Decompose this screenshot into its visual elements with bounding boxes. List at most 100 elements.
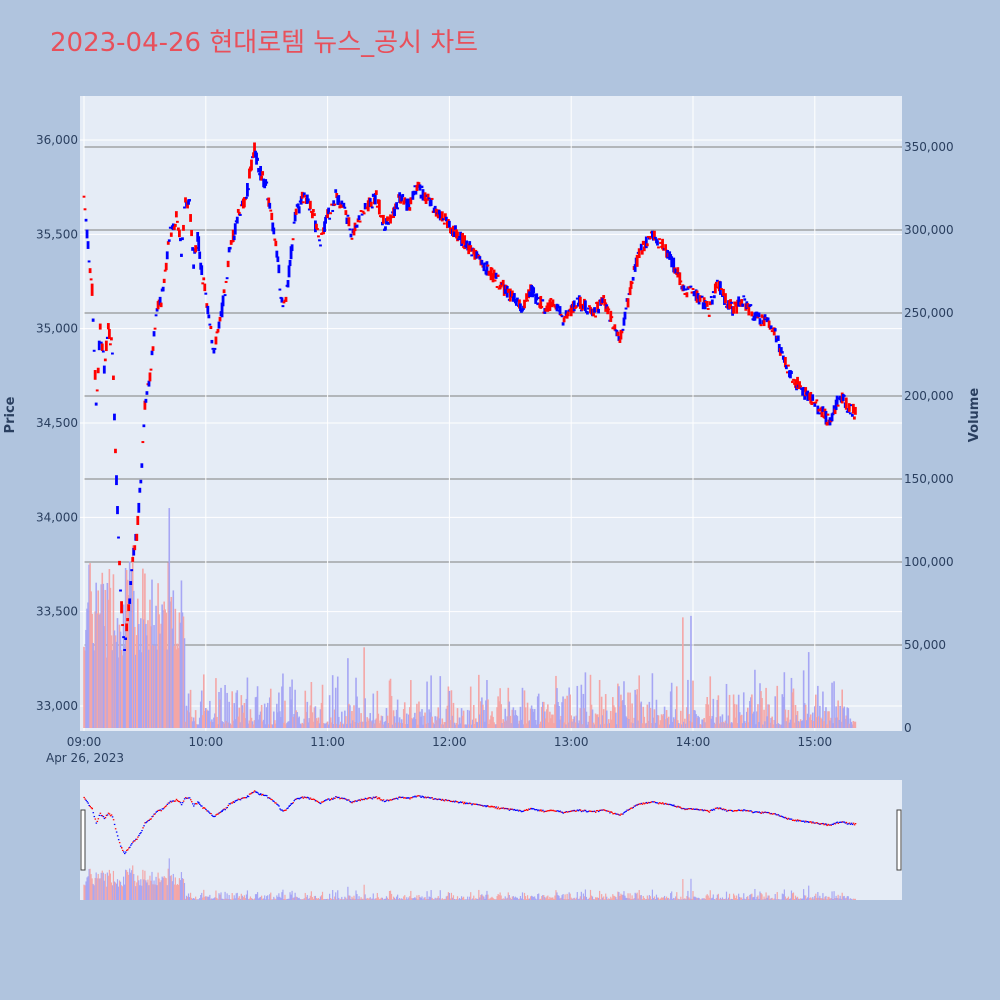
minimap-candle	[375, 796, 378, 798]
down-candle	[204, 292, 208, 295]
minimap-candle	[562, 812, 564, 814]
minimap-candle	[745, 810, 747, 812]
volume-bar	[567, 722, 569, 728]
minimap-candle	[293, 800, 296, 802]
minimap-volume-bar	[442, 899, 444, 900]
minimap-candle	[273, 800, 275, 803]
up-candle	[163, 269, 167, 272]
down-candle	[210, 339, 214, 344]
minimap-volume-bar	[308, 898, 310, 900]
minimap-candle	[154, 813, 156, 815]
minimap-volume-bar	[93, 885, 95, 900]
minimap-volume-bar	[463, 896, 465, 900]
minimap-candle	[311, 798, 314, 800]
minimap-candle	[283, 809, 285, 812]
volume-bar	[309, 705, 312, 728]
minimap-volume-bar	[252, 899, 255, 900]
minimap-volume-bar	[382, 899, 385, 900]
minimap-volume-bar	[446, 895, 448, 900]
volume-bar	[489, 719, 491, 728]
minimap-volume-bar	[269, 894, 271, 900]
up-candle	[270, 212, 274, 221]
minimap-volume-bar	[773, 898, 775, 900]
minimap-candle	[819, 823, 821, 825]
minimap-volume-bar	[301, 899, 303, 900]
volume-bar	[460, 708, 463, 728]
minimap-volume-bar	[284, 894, 286, 900]
minimap-candle	[642, 802, 645, 804]
minimap-candle	[172, 800, 175, 802]
minimap-volume-bar	[352, 898, 354, 900]
minimap-volume-bar	[156, 885, 158, 900]
minimap-candle	[564, 811, 567, 813]
up-candle	[705, 300, 709, 307]
volume-bar	[205, 707, 207, 728]
volume-bar	[541, 701, 544, 728]
volume-bar	[830, 717, 832, 728]
down-candle	[405, 198, 409, 211]
minimap-candle	[320, 801, 323, 803]
volume-bar	[580, 684, 583, 728]
down-candle	[572, 300, 576, 312]
volume-bar	[805, 720, 808, 728]
minimap-volume-bar	[475, 898, 477, 900]
minimap-candle	[354, 800, 356, 802]
up-candle	[525, 293, 528, 300]
minimap-candle	[440, 799, 443, 801]
minimap-volume-bar	[97, 873, 99, 900]
minimap-candle	[395, 797, 397, 800]
minimap-candle	[355, 800, 357, 802]
down-candle	[755, 311, 759, 319]
minimap-candle	[629, 808, 631, 810]
volume-bar	[243, 702, 246, 728]
volume-bar	[640, 701, 643, 728]
minimap-volume-bar	[345, 897, 347, 900]
down-candle	[411, 191, 415, 200]
down-candle	[470, 254, 474, 257]
minimap-candle	[335, 796, 337, 798]
minimap-volume-bar	[296, 896, 298, 900]
minimap-volume-bar	[725, 891, 728, 900]
down-candle	[521, 308, 524, 312]
minimap-candle	[376, 798, 379, 800]
volume-bar	[548, 722, 550, 728]
down-candle	[672, 257, 676, 273]
volume-bar	[709, 676, 712, 728]
down-candle	[779, 347, 783, 353]
minimap-volume-bar	[643, 897, 645, 900]
minimap-candle	[495, 806, 497, 808]
minimap-volume-bar	[360, 897, 362, 900]
minimap-candle	[310, 798, 313, 800]
minimap-volume-bar	[270, 892, 272, 900]
down-candle	[639, 243, 643, 251]
volume-bar	[654, 722, 657, 728]
down-candle	[730, 301, 733, 304]
volume-tick-label: 250,000	[904, 306, 954, 320]
minimap-candle	[189, 799, 192, 801]
minimap-volume-bar	[348, 895, 350, 900]
minimap-candle	[621, 813, 623, 815]
minimap-candle	[157, 809, 159, 812]
minimap-candle	[99, 812, 102, 814]
volume-bar	[772, 724, 774, 728]
up-candle	[344, 210, 348, 216]
minimap-volume-bar	[711, 897, 713, 900]
down-candle	[715, 279, 719, 282]
volume-bar	[479, 714, 481, 728]
minimap-candle	[782, 816, 785, 818]
volume-bar	[212, 721, 214, 728]
minimap-volume-bar	[601, 894, 603, 900]
minimap-candle	[486, 804, 488, 807]
volume-bar	[433, 724, 435, 728]
minimap-candle	[736, 810, 738, 812]
volume-bar	[605, 710, 608, 728]
minimap-volume-bar	[449, 898, 452, 900]
minimap-candle	[799, 820, 802, 822]
volume-bar	[529, 708, 532, 728]
minimap-volume-bar	[786, 898, 788, 900]
minimap-candle	[408, 797, 410, 799]
volume-bar	[138, 623, 140, 728]
up-candle	[151, 346, 155, 351]
minimap-candle	[308, 798, 311, 800]
volume-bar	[382, 724, 385, 728]
